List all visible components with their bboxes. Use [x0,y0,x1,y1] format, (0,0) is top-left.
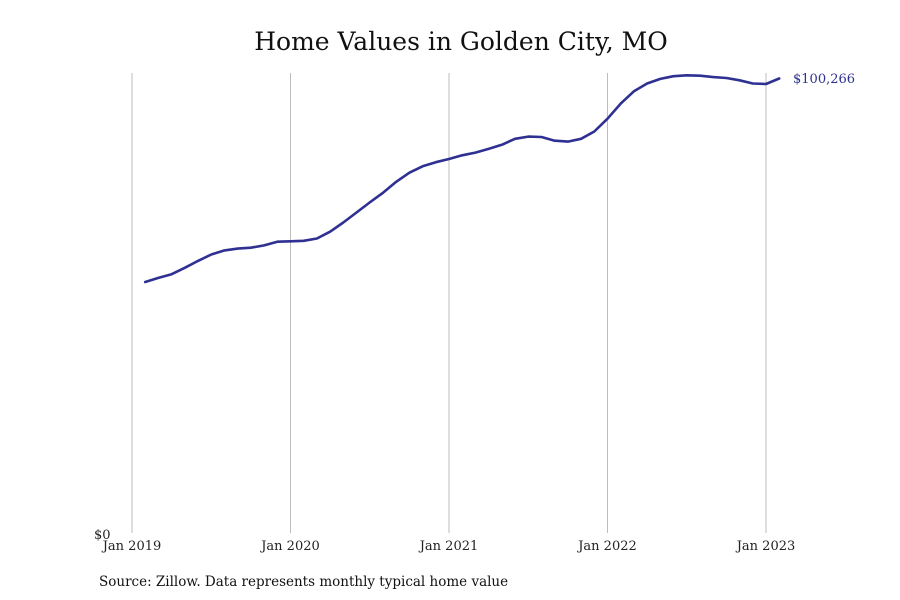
x-tick-label: Jan 2020 [259,539,320,554]
chart-title: Home Values in Golden City, MO [254,27,668,56]
x-tick-label: Jan 2021 [418,539,479,554]
x-tick-label: Jan 2022 [576,539,637,554]
series-line-0 [143,74,781,284]
x-tick-label: Jan 2023 [735,539,796,554]
vertical-gridlines [131,73,767,533]
source-note: Source: Zillow. Data represents monthly … [99,574,508,590]
latest-value-label: $100,266 [793,72,855,87]
home-value-series [143,74,781,284]
x-axis-tick-labels: Jan 2019 Jan 2020 Jan 2021 Jan 2022 Jan 2023 [101,539,796,554]
x-tick-label: Jan 2019 [101,539,162,554]
y-axis-zero-label: $0 [94,528,111,543]
